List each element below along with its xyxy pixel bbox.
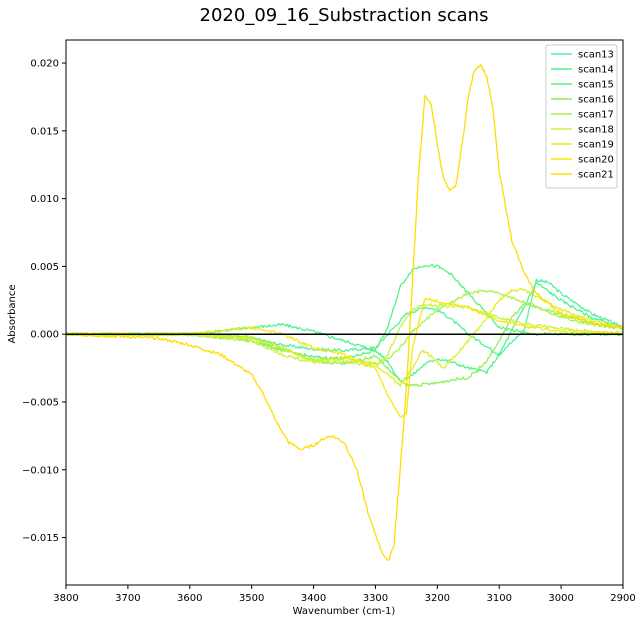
x-axis: 3800 3700 3600 3500 3400 3300 3200 3100 3000 2900 [53, 585, 636, 604]
legend-label-scan16: scan16 [578, 95, 614, 106]
chart-title: 2020_09_16_Substraction scans [200, 5, 489, 26]
x-tick-label: 3200 [425, 593, 450, 604]
series-line-scan21 [65, 64, 624, 562]
series-line-scan16 [65, 302, 624, 388]
y-tick-label: 0.005 [30, 262, 59, 273]
x-tick-label: 3500 [239, 593, 264, 604]
legend-label-scan14: scan14 [578, 65, 614, 76]
legend-label-scan20: scan20 [578, 155, 614, 166]
y-tick-label: 0.015 [30, 126, 59, 137]
x-tick-label: 3800 [53, 593, 78, 604]
series-line-scan18 [65, 303, 624, 368]
series-line-scan13 [65, 278, 624, 357]
y-tick-label: −0.015 [22, 533, 59, 544]
legend-label-scan13: scan13 [578, 50, 614, 61]
x-tick-label: 3000 [548, 593, 573, 604]
legend-label-scan21: scan21 [578, 170, 614, 181]
series-line-scan15 [65, 263, 624, 361]
x-tick-label: 3700 [115, 593, 140, 604]
y-axis: −0.015 −0.010 −0.005 0.000 0.005 0.010 0.015 0.… [22, 59, 66, 544]
x-tick-label: 2900 [610, 593, 635, 604]
legend-label-scan18: scan18 [578, 125, 614, 136]
plot-area [65, 39, 624, 586]
x-axis-label: Wavenumber (cm-1) [293, 606, 396, 617]
x-tick-label: 3300 [363, 593, 388, 604]
legend-label-scan19: scan19 [578, 140, 614, 151]
y-tick-label: 0.010 [30, 194, 59, 205]
x-tick-label: 3600 [177, 593, 202, 604]
y-tick-label: 0.000 [30, 330, 59, 341]
legend-label-scan15: scan15 [578, 80, 614, 91]
y-tick-label: −0.010 [22, 465, 59, 476]
x-tick-label: 3400 [301, 593, 326, 604]
legend: scan13 scan14 scan15 scan16 scan17 scan18 scan… [545, 44, 618, 189]
plot-frame [65, 39, 624, 586]
y-tick-label: 0.020 [30, 59, 59, 70]
y-tick-label: −0.005 [22, 397, 59, 408]
legend-label-scan17: scan17 [578, 110, 614, 121]
x-tick-label: 3100 [486, 593, 511, 604]
legend-box [545, 44, 618, 189]
y-axis-label: Absorbance [7, 284, 18, 343]
